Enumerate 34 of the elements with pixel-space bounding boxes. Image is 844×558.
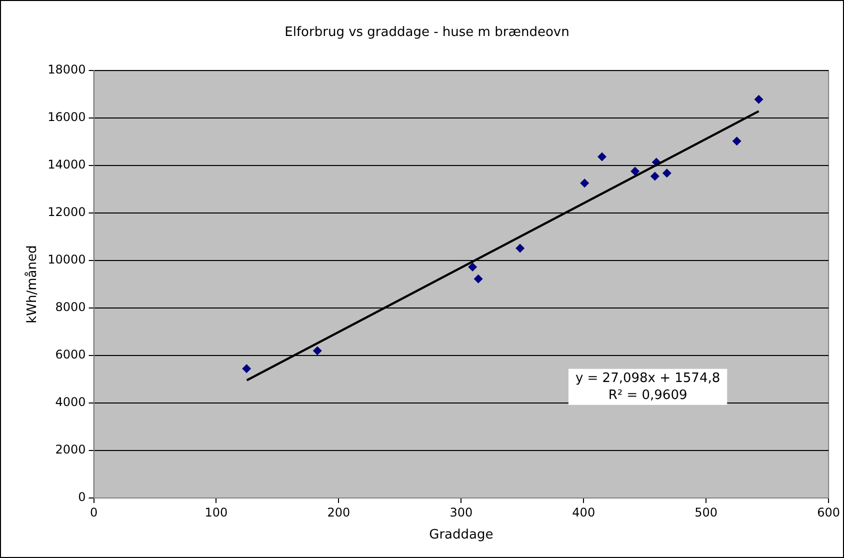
y-tick-label: 18000 bbox=[48, 62, 86, 77]
point bbox=[754, 94, 764, 104]
x-axis-title: Graddage bbox=[429, 528, 494, 543]
point bbox=[516, 244, 525, 253]
point bbox=[662, 168, 672, 178]
point bbox=[468, 262, 478, 272]
point bbox=[242, 364, 252, 374]
point bbox=[312, 346, 322, 356]
y-tick-label: 4000 bbox=[55, 395, 86, 410]
x-tick-label: 0 bbox=[90, 505, 98, 520]
point bbox=[580, 178, 590, 188]
y-tick-label: 8000 bbox=[55, 300, 86, 314]
point bbox=[597, 152, 606, 162]
y-tick-label: 0 bbox=[78, 490, 86, 504]
annotation: R² = 0,9609 bbox=[608, 388, 688, 403]
x-tick-label: 600 bbox=[817, 505, 840, 520]
point bbox=[732, 136, 742, 146]
chart-title: Elforbrug vs graddage - huse m brændeovn bbox=[284, 25, 570, 40]
y-tick-label: 12000 bbox=[48, 205, 86, 220]
y-axis-title: kWh/måned bbox=[24, 245, 40, 324]
annotation: y = 27,098x + 1574,8 bbox=[575, 370, 720, 386]
x-tick-label: 500 bbox=[694, 505, 718, 520]
point bbox=[650, 172, 660, 181]
x-tick-label: 100 bbox=[204, 505, 228, 520]
y-tick-label: 16000 bbox=[48, 110, 86, 124]
point bbox=[630, 166, 640, 176]
x-tick-label: 300 bbox=[450, 505, 473, 520]
y-tick-label: 6000 bbox=[55, 348, 86, 362]
point bbox=[474, 274, 483, 284]
x-tick-label: 400 bbox=[572, 505, 596, 520]
y-tick-label: 10000 bbox=[48, 252, 86, 267]
x-tick-label: 200 bbox=[327, 505, 350, 520]
y-tick-label: 2000 bbox=[55, 442, 86, 457]
y-tick-label: 14000 bbox=[48, 158, 86, 172]
